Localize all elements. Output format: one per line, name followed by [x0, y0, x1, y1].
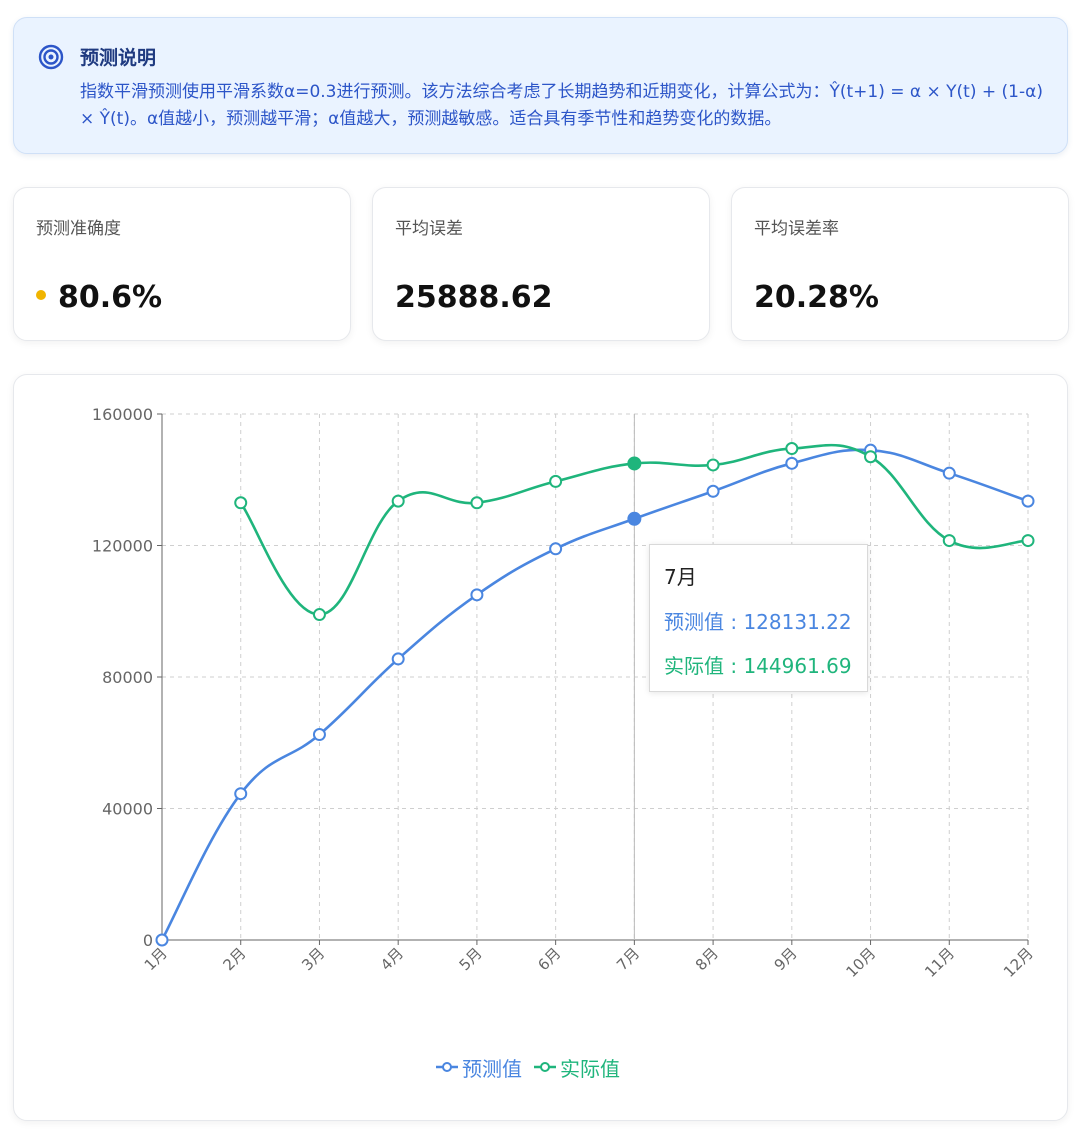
info-title: 预测说明 — [80, 47, 157, 69]
data-point-actual — [864, 450, 878, 464]
stat-value-error-rate: 20.28% — [754, 280, 879, 315]
x-tick-label: 4月 — [377, 944, 407, 974]
legend-line-icon — [436, 1062, 458, 1072]
data-point-predicted — [1021, 494, 1035, 508]
stat-card-accuracy: 预测准确度 80.6% — [13, 187, 351, 341]
stat-value-mean-error: 25888.62 — [395, 280, 553, 315]
legend-item-actual[interactable]: 实际值 — [534, 1053, 620, 1082]
legend-line-icon — [534, 1062, 556, 1072]
tooltip-category: 7月 — [664, 565, 697, 589]
x-tick-label: 3月 — [298, 944, 328, 974]
x-tick-label: 2月 — [219, 944, 249, 974]
data-point-predicted — [312, 728, 326, 742]
data-point-actual — [470, 496, 484, 510]
data-point-actual — [627, 456, 642, 471]
forecast-chart-card — [13, 374, 1068, 1121]
x-tick-label: 10月 — [843, 944, 880, 981]
data-point-predicted — [155, 933, 169, 947]
data-point-predicted — [627, 511, 642, 526]
y-tick-label: 40000 — [102, 800, 153, 819]
x-tick-label: 9月 — [771, 944, 801, 974]
info-description: 指数平滑预测使用平滑系数α=0.3进行预测。该方法综合考虑了长期趋势和近期变化，… — [80, 82, 1043, 129]
data-point-predicted — [549, 542, 563, 556]
y-tick-label: 0 — [143, 931, 153, 950]
stat-label-mean-error: 平均误差 — [395, 219, 463, 239]
data-point-predicted — [942, 466, 956, 480]
stat-label-error-rate: 平均误差率 — [754, 219, 839, 239]
data-point-predicted — [706, 484, 720, 498]
status-dot — [36, 289, 46, 300]
x-tick-label: 8月 — [692, 944, 722, 974]
stat-card-mean-error: 平均误差 25888.62 — [372, 187, 710, 341]
series-line-predicted — [160, 448, 1029, 941]
stat-value-accuracy: 80.6% — [36, 280, 162, 315]
x-tick-label: 11月 — [921, 944, 958, 981]
stat-label-accuracy: 预测准确度 — [36, 219, 121, 239]
data-point-predicted — [785, 456, 799, 470]
chart-tooltip: 7月 预测值 : 128131.22 实际值 : 144961.69 — [649, 544, 868, 692]
data-point-predicted — [234, 787, 248, 801]
data-point-predicted — [470, 588, 484, 602]
data-point-actual — [942, 534, 956, 548]
data-point-actual — [234, 496, 248, 510]
data-point-actual — [312, 608, 326, 622]
legend-item-predicted[interactable]: 预测值 — [436, 1053, 522, 1082]
tooltip-row-predicted: 预测值 : 128131.22 — [664, 610, 852, 634]
legend-label-actual: 实际值 — [560, 1056, 620, 1081]
x-tick-label: 5月 — [456, 944, 486, 974]
chart-legend: 预测值 实际值 — [436, 1052, 632, 1082]
x-tick-label: 7月 — [613, 944, 643, 974]
tooltip-row-actual: 实际值 : 144961.69 — [664, 654, 852, 678]
series-line-actual — [239, 443, 1029, 616]
data-point-actual — [391, 494, 405, 508]
stat-card-error-rate: 平均误差率 20.28% — [731, 187, 1069, 341]
x-tick-label: 6月 — [534, 944, 564, 974]
data-point-actual — [1021, 534, 1035, 548]
forecast-info-panel: 预测说明 指数平滑预测使用平滑系数α=0.3进行预测。该方法综合考虑了长期趋势和… — [13, 17, 1068, 154]
y-tick-label: 160000 — [92, 405, 153, 424]
y-tick-label: 80000 — [102, 668, 153, 687]
data-point-predicted — [391, 652, 405, 666]
target-icon — [38, 44, 64, 70]
y-tick-label: 120000 — [92, 537, 153, 556]
data-point-actual — [706, 458, 720, 472]
legend-label-predicted: 预测值 — [462, 1056, 522, 1081]
x-tick-label: 12月 — [1000, 944, 1037, 981]
data-point-actual — [549, 474, 563, 488]
data-point-actual — [785, 442, 799, 456]
